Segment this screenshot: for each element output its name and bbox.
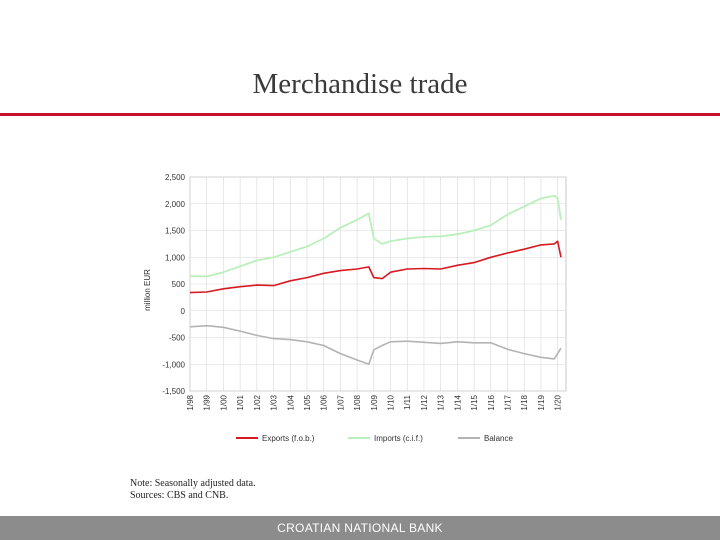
x-tick-label: 1/11 xyxy=(403,394,412,410)
legend-label: Balance xyxy=(484,434,513,443)
y-tick-label: 500 xyxy=(172,280,186,289)
y-tick-label: -500 xyxy=(169,334,186,343)
y-tick-label: -1,500 xyxy=(162,387,185,396)
x-tick-label: 1/99 xyxy=(203,394,212,410)
series-line-2 xyxy=(189,194,562,278)
x-tick-label: 1/00 xyxy=(219,394,228,410)
note-sources: Sources: CBS and CNB. xyxy=(130,490,229,501)
x-tick-label: 1/98 xyxy=(186,394,195,410)
legend-label: Exports (f.o.b.) xyxy=(262,434,315,443)
x-tick-label: 1/09 xyxy=(370,394,379,410)
x-tick-label: 1/14 xyxy=(453,394,462,410)
y-axis-ticks: 2,500 2,000 1,500 1,000 500 0 -500 -1,000 -1,500 xyxy=(162,173,185,396)
series-line-1 xyxy=(189,240,562,294)
y-tick-label: -1,000 xyxy=(162,360,185,369)
y-tick-label: 2,000 xyxy=(165,200,186,209)
x-tick-label: 1/20 xyxy=(554,394,563,410)
series-line-3 xyxy=(189,324,562,366)
x-tick-label: 1/08 xyxy=(353,394,362,410)
chart-legend: Exports (f.o.b.) Imports (c.i.f.) Balance xyxy=(236,434,513,443)
x-tick-label: 1/03 xyxy=(270,394,279,410)
x-tick-label: 1/15 xyxy=(470,394,479,410)
x-tick-label: 1/06 xyxy=(320,394,329,410)
x-tick-label: 1/04 xyxy=(286,394,295,410)
x-tick-label: 1/07 xyxy=(336,394,345,410)
x-tick-label: 1/02 xyxy=(253,394,262,410)
chart-series xyxy=(189,194,562,366)
chart-grid xyxy=(189,176,567,392)
note-seasonal: Note: Seasonally adjusted data. xyxy=(130,478,256,489)
x-tick-label: 1/19 xyxy=(537,394,546,410)
x-tick-label: 1/01 xyxy=(236,394,245,410)
title-rule xyxy=(0,113,720,116)
x-tick-label: 1/17 xyxy=(504,394,513,410)
y-axis-label: million EUR xyxy=(143,269,152,311)
x-axis-ticks: 1/98 1/99 1/00 1/01 1/02 1/03 1/04 1/05 1/06 1/07… xyxy=(186,394,563,410)
x-tick-label: 1/16 xyxy=(487,394,496,410)
x-tick-label: 1/18 xyxy=(520,394,529,410)
y-tick-label: 2,500 xyxy=(165,173,186,182)
footer-bar: CROATIAN NATIONAL BANK xyxy=(0,516,720,540)
x-tick-label: 1/12 xyxy=(420,394,429,410)
footer-bank-name: CROATIAN NATIONAL BANK xyxy=(277,521,443,535)
y-tick-label: 0 xyxy=(181,307,186,316)
y-tick-label: 1,500 xyxy=(165,227,186,236)
x-tick-label: 1/05 xyxy=(303,394,312,410)
x-tick-label: 1/10 xyxy=(387,394,396,410)
slide-title: Merchandise trade xyxy=(252,68,468,100)
merchandise-trade-chart: 2,500 2,000 1,500 1,000 500 0 -500 -1,000 -1,500… xyxy=(143,173,567,443)
chart-note: Note: Seasonally adjusted data. Sources:… xyxy=(130,478,256,502)
y-tick-label: 1,000 xyxy=(165,253,186,262)
x-tick-label: 1/13 xyxy=(437,394,446,410)
legend-label: Imports (c.i.f.) xyxy=(374,434,423,443)
